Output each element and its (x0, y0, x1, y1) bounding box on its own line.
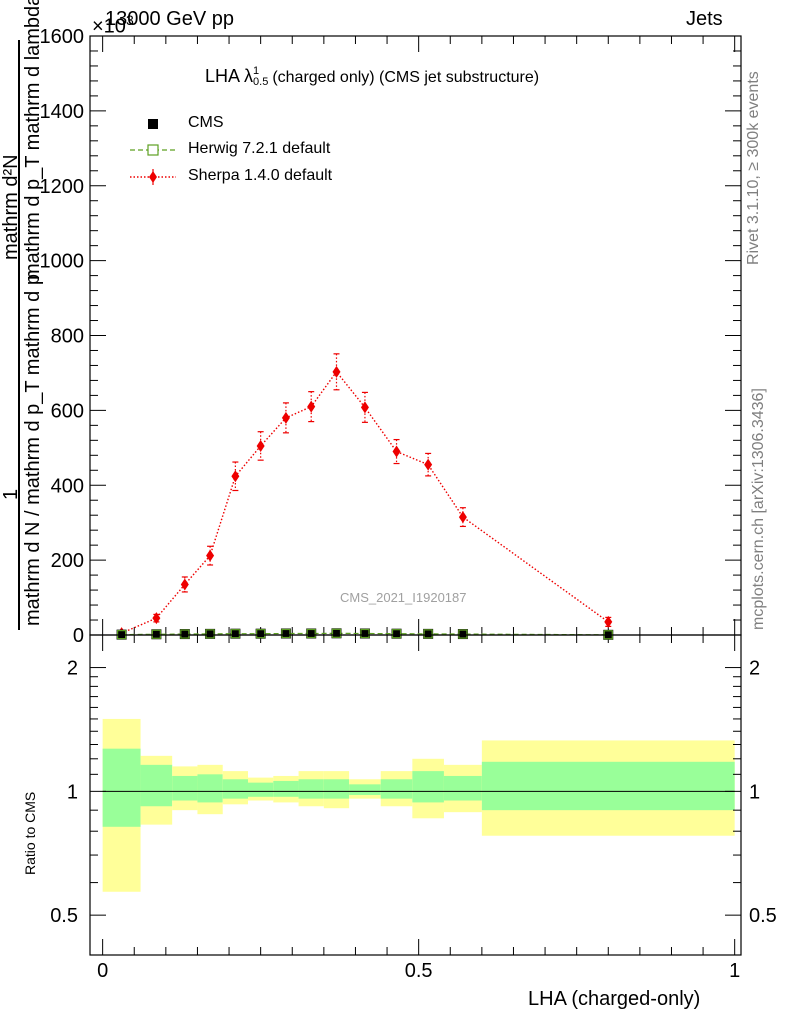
herwig-point (458, 629, 468, 639)
chart-title-rest: (charged only) (CMS jet substructure) (272, 69, 540, 86)
sherpa-point (231, 470, 240, 483)
exponent-label: ×103 (92, 12, 134, 39)
ratio-xlabel: LHA (charged-only) (528, 988, 701, 1010)
sherpa-point (281, 411, 290, 424)
legend-sherpa-marker (149, 171, 157, 183)
sherpa-point (307, 400, 316, 413)
ratio-ylabel: Ratio to CMS (22, 791, 38, 875)
exponent-power: 3 (125, 12, 134, 28)
sherpa-point (604, 615, 613, 628)
ratio-band-inner (443, 775, 482, 801)
exponent-base: ×10 (92, 15, 126, 38)
cms-point (179, 629, 190, 640)
sherpa-point (206, 549, 215, 562)
sherpa-line (121, 370, 609, 634)
sherpa-point (360, 401, 369, 414)
mcplots-label: mcplots.cern.ch [arXiv:1306.3436] (750, 388, 767, 630)
legend-herwig-marker (147, 144, 159, 156)
y-tick-label: 600 (51, 400, 84, 422)
ratio-band-inner (273, 780, 299, 797)
cms-point (230, 628, 241, 639)
ylabel-den-right: mathrm d p_T mathrm d lambda (22, 0, 44, 280)
herwig-point (180, 629, 190, 639)
cms-point (280, 628, 291, 639)
ratio-frame (89, 634, 742, 956)
y-tick-label: 1600 (40, 26, 85, 48)
legend-sherpa: Sherpa 1.4.0 default (188, 167, 333, 184)
sherpa-point (424, 458, 433, 471)
rivet-label: Rivet 3.1.10, ≥ 300k events (745, 71, 762, 265)
y-tick-label: 1400 (40, 101, 85, 123)
ratio-band-inner (298, 779, 324, 799)
watermark: CMS_2021_I1920187 (340, 590, 467, 605)
ratio-y-tick-label: 2 (67, 658, 78, 680)
ratio-y-tick-label: 0.5 (50, 905, 78, 927)
herwig-point (281, 628, 291, 639)
chart-title-sub: 0.5 (253, 76, 269, 89)
ratio-plot: 0 0.5 1 0.5 0.5 1 1 2 2 (50, 634, 777, 982)
y-tick-label: 400 (51, 475, 84, 497)
herwig-point (306, 628, 316, 639)
sherpa-point (392, 445, 401, 458)
herwig-point (205, 629, 215, 639)
cms-point (205, 628, 216, 639)
herwig-point (360, 628, 370, 639)
herwig-point (151, 629, 161, 639)
sherpa-point (256, 439, 265, 452)
cms-point (331, 628, 342, 639)
chart-title-main: LHA λ (205, 66, 254, 86)
herwig-point (256, 629, 266, 639)
cms-point (391, 628, 402, 639)
header-right: Jets (686, 8, 723, 30)
chart-title-sup: 1 (253, 65, 260, 78)
herwig-point (391, 629, 402, 639)
legend-cms-marker (148, 119, 158, 129)
ratio-band-inner (380, 779, 413, 799)
x-tick-label: 0 (97, 960, 108, 982)
sherpa-point (458, 511, 467, 524)
ratio-y-tick-label-right: 0.5 (749, 905, 777, 927)
ratio-y-tick-label: 1 (67, 781, 78, 803)
ratio-band-inner (349, 784, 381, 795)
sherpa-point (332, 365, 341, 378)
y-tick-label: 1000 (40, 251, 85, 273)
sherpa-point (180, 578, 189, 591)
herwig-point (230, 629, 240, 639)
ratio-band-inner (248, 782, 274, 797)
cms-point (423, 628, 434, 639)
y-tick-label: 0 (73, 625, 84, 647)
herwig-point (423, 629, 433, 639)
ratio-band-inner (172, 775, 198, 801)
ratio-band-inner (102, 748, 141, 827)
main-ylabel: 1 mathrm d N / mathrm d p_T mathrm d p m… (0, 0, 90, 640)
y-tick-label: 200 (51, 550, 84, 572)
cms-point (457, 629, 468, 640)
cms-point (151, 629, 162, 640)
cms-point (255, 628, 266, 639)
y-tick-label: 1200 (40, 176, 85, 198)
chart-title: LHA λ 1 0.5 (charged only) (CMS jet substru… (205, 66, 539, 88)
herwig-point (331, 628, 342, 638)
ratio-band-inner (197, 774, 223, 803)
ratio-band-inner (323, 779, 350, 799)
ratio-y-tick-label-right: 1 (749, 781, 760, 803)
ratio-band-inner (412, 771, 444, 803)
legend-cms: CMS (188, 114, 224, 131)
ylabel-fraction-bar (18, 40, 20, 630)
cms-point (359, 628, 370, 639)
header-left: 13000 GeV pp (105, 8, 234, 30)
y-tick-label: 800 (51, 326, 84, 348)
ratio-band-inner (222, 779, 249, 799)
legend-herwig: Herwig 7.2.1 default (188, 140, 331, 157)
ratio-band-inner (140, 764, 173, 807)
ratio-y-tick-label-right: 2 (749, 658, 760, 680)
ratio-band-inner (481, 761, 735, 811)
x-tick-label: 1 (729, 960, 740, 982)
x-tick-label: 0.5 (405, 960, 433, 982)
ylabel-den-top: mathrm d N / mathrm d p_T mathrm d p (22, 274, 44, 626)
sherpa-point (152, 612, 161, 625)
cms-point (306, 628, 317, 639)
